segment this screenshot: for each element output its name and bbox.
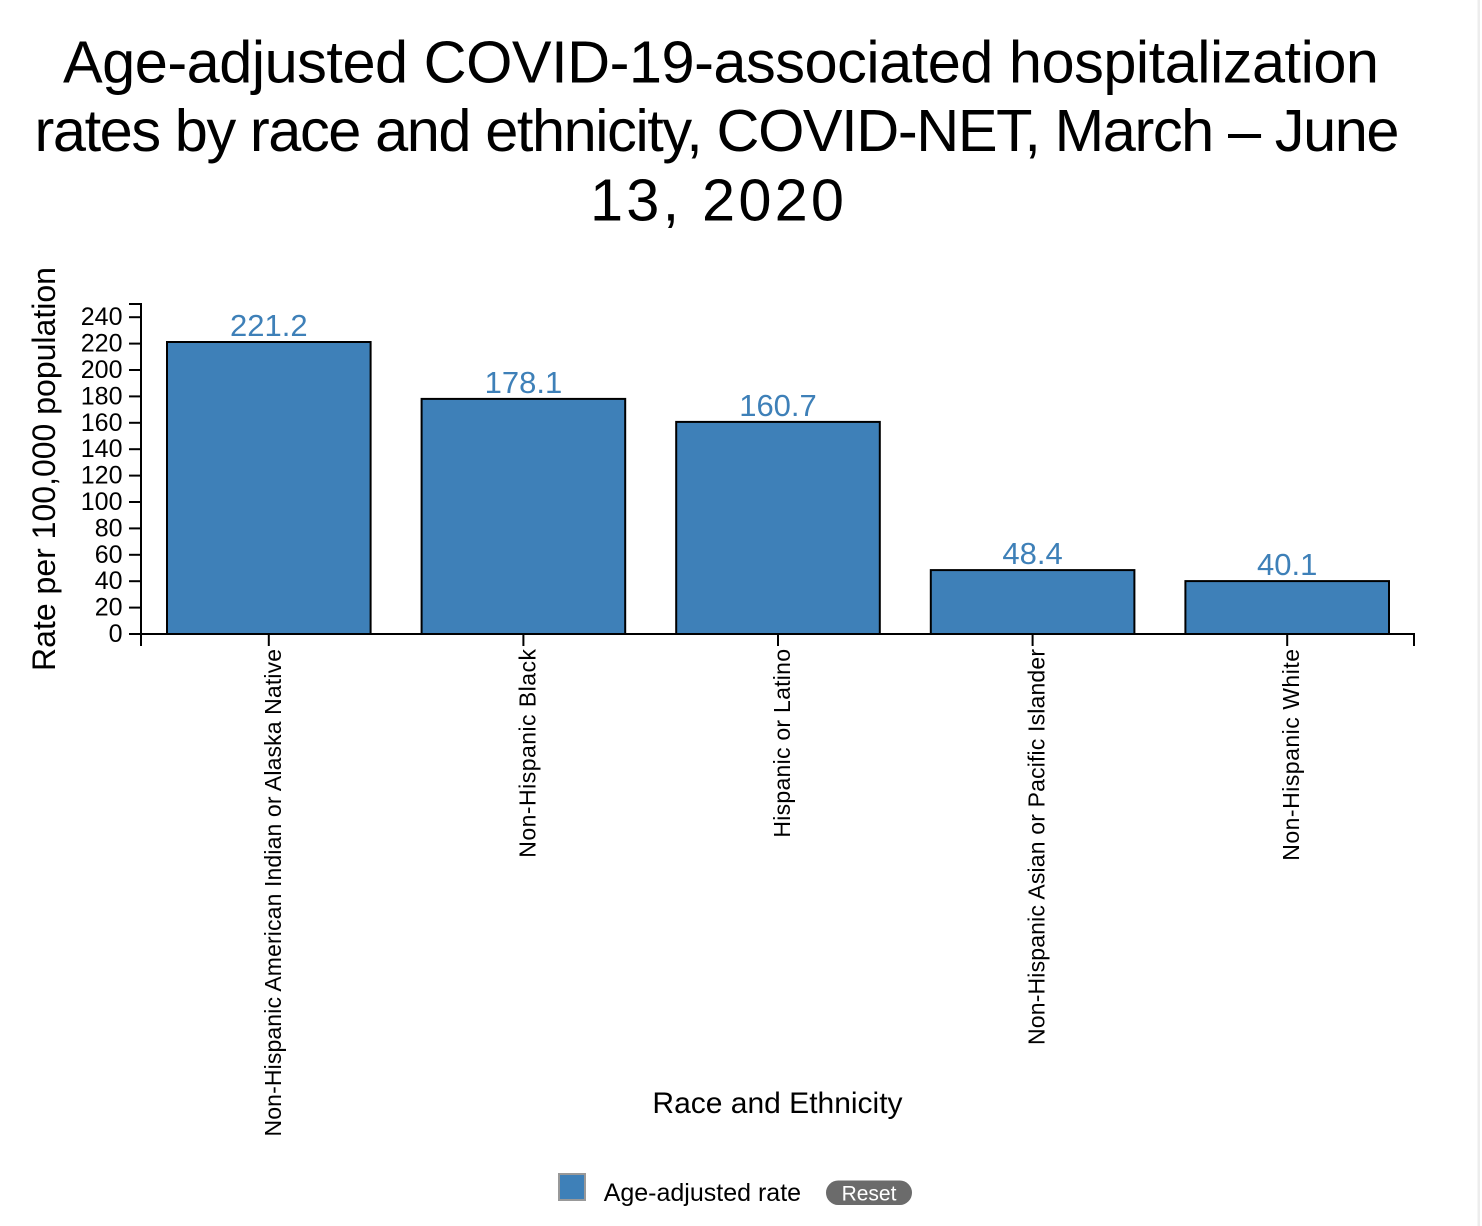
svg-text:80: 80 [95,514,123,542]
svg-text:160.7: 160.7 [739,388,817,423]
svg-text:178.1: 178.1 [485,365,563,400]
svg-text:200: 200 [81,356,123,384]
svg-text:Non-Hispanic American Indian o: Non-Hispanic American Indian or Alaska N… [260,649,286,1137]
svg-text:rates by race and ethnicity, C: rates by race and ethnicity, COVID-NET, … [35,97,1400,164]
svg-text:100: 100 [81,488,123,516]
svg-text:140: 140 [81,435,123,463]
svg-text:Race and Ethnicity: Race and Ethnicity [652,1087,902,1120]
svg-text:Rate per 100,000 population: Rate per 100,000 population [26,267,62,671]
svg-text:160: 160 [81,409,123,437]
svg-text:221.2: 221.2 [230,308,308,343]
svg-text:Age-adjusted rate: Age-adjusted rate [604,1179,801,1207]
svg-text:Non-Hispanic Asian or Pacific: Non-Hispanic Asian or Pacific Islander [1024,649,1050,1045]
svg-text:13, 2020: 13, 2020 [590,167,844,234]
svg-text:220: 220 [81,330,123,358]
svg-text:Non-Hispanic Black: Non-Hispanic Black [514,649,540,858]
svg-text:Age-adjusted COVID-19-associat: Age-adjusted COVID-19-associated hospita… [63,29,1379,96]
svg-text:60: 60 [95,541,123,569]
svg-text:Reset: Reset [842,1183,897,1206]
svg-text:240: 240 [81,303,123,331]
svg-text:120: 120 [81,462,123,490]
svg-text:Non-Hispanic White: Non-Hispanic White [1278,649,1304,861]
svg-text:40.1: 40.1 [1257,547,1317,582]
svg-text:20: 20 [95,594,123,622]
svg-text:0: 0 [109,620,123,648]
svg-text:48.4: 48.4 [1002,536,1062,571]
svg-text:180: 180 [81,382,123,410]
svg-text:Hispanic or Latino: Hispanic or Latino [769,649,795,838]
svg-text:40: 40 [95,567,123,595]
